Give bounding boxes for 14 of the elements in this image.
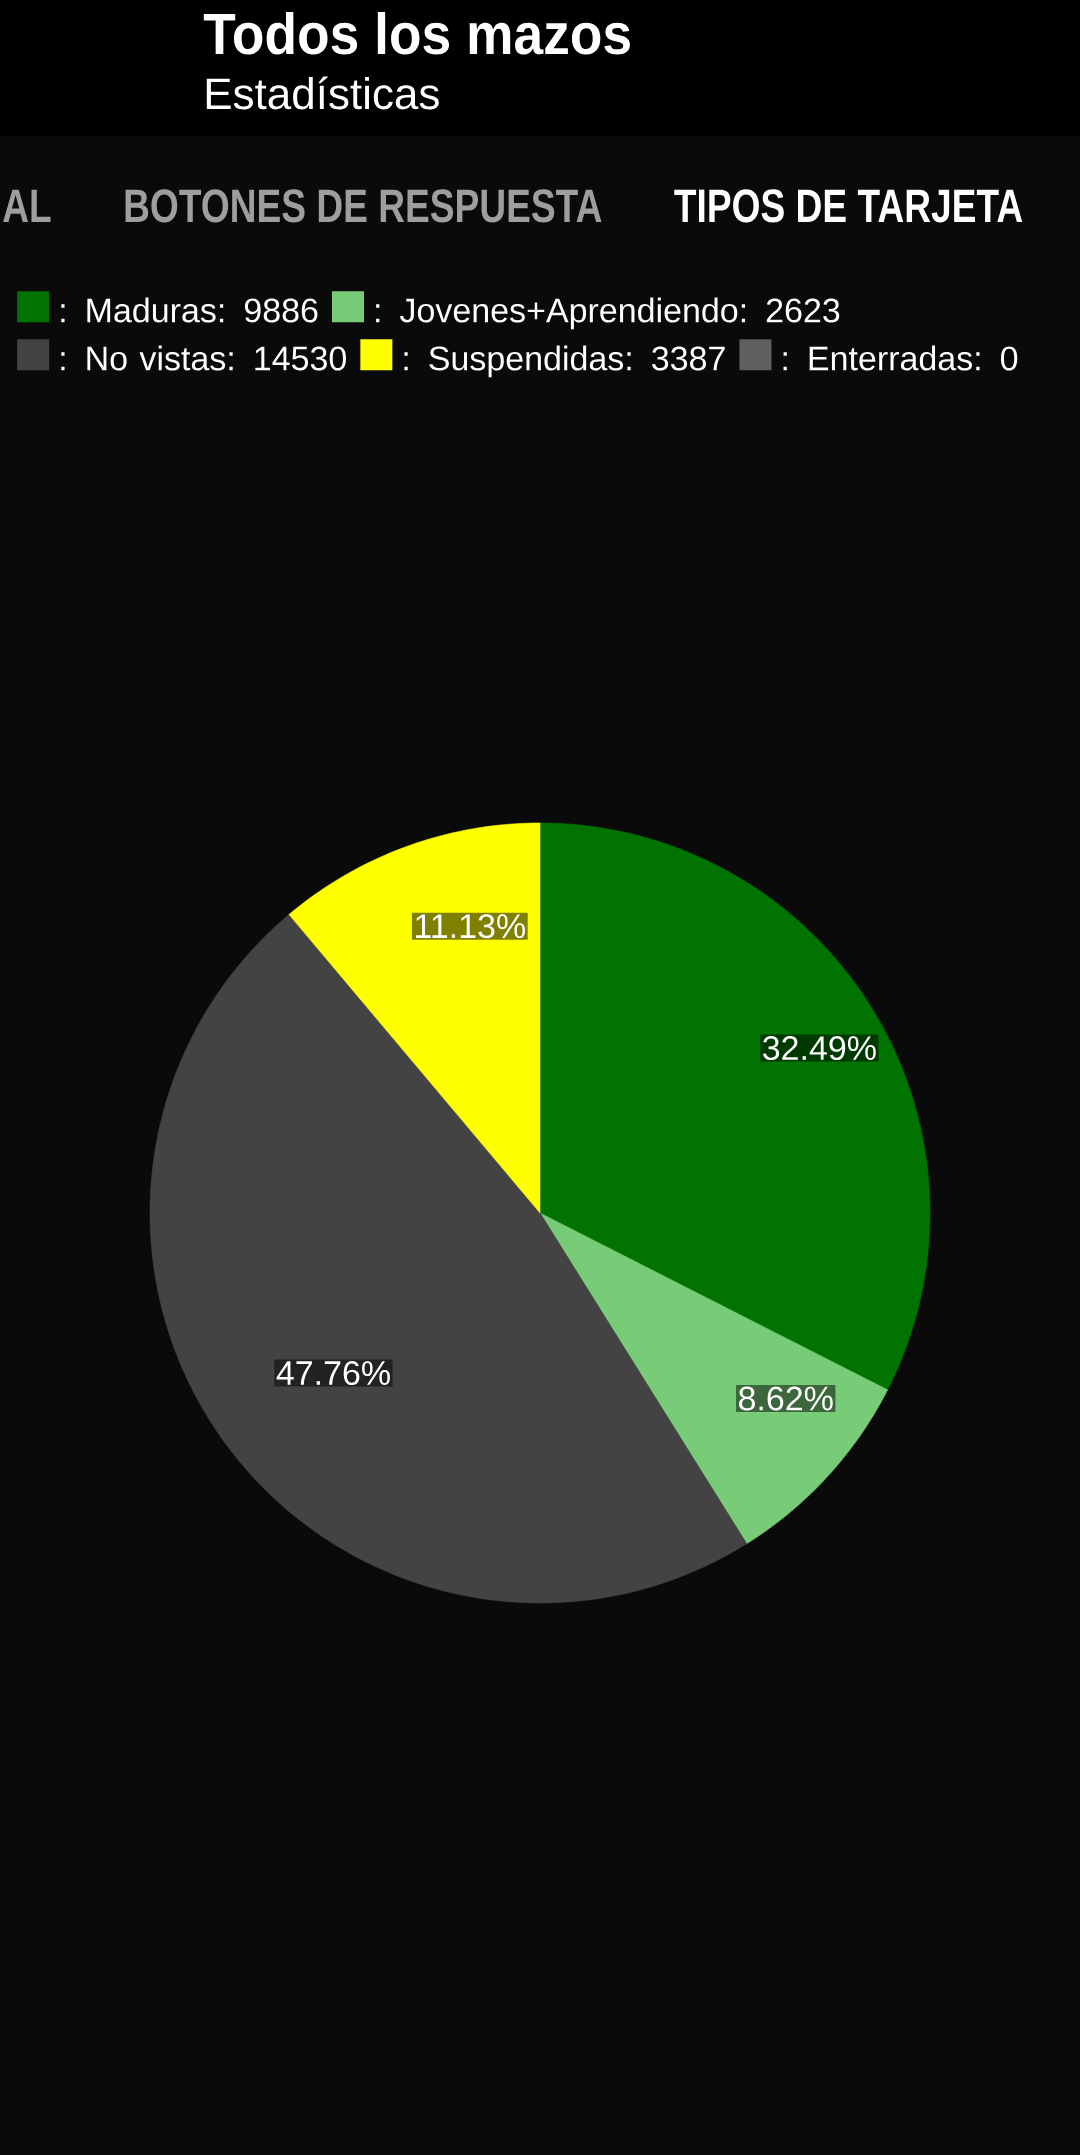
- legend-label: : Jovenes+Aprendiendo: 2623: [376, 297, 840, 330]
- text: BOTONES DE RESPUESTA: [125, 189, 602, 223]
- data-label: 47.76%: [276, 1361, 390, 1386]
- legend-label: : No vistas: 14530: [61, 345, 346, 371]
- legend-label: : Suspendidas: 3387: [404, 345, 725, 378]
- legend-label: : Enterradas: 0: [783, 345, 1018, 371]
- chart-subtitle: Estadísticas: [206, 76, 439, 110]
- data-label: 32.49%: [763, 1036, 876, 1061]
- data-label: 8.62%: [739, 1386, 833, 1411]
- text: TIPOS DE TARJETA: [674, 189, 1023, 223]
- chart-title: Todos los mazos: [203, 11, 630, 55]
- data-label: 11.13%: [415, 914, 525, 939]
- legend-label: : Maduras: 9886: [61, 297, 318, 323]
- text: AL: [3, 189, 51, 222]
